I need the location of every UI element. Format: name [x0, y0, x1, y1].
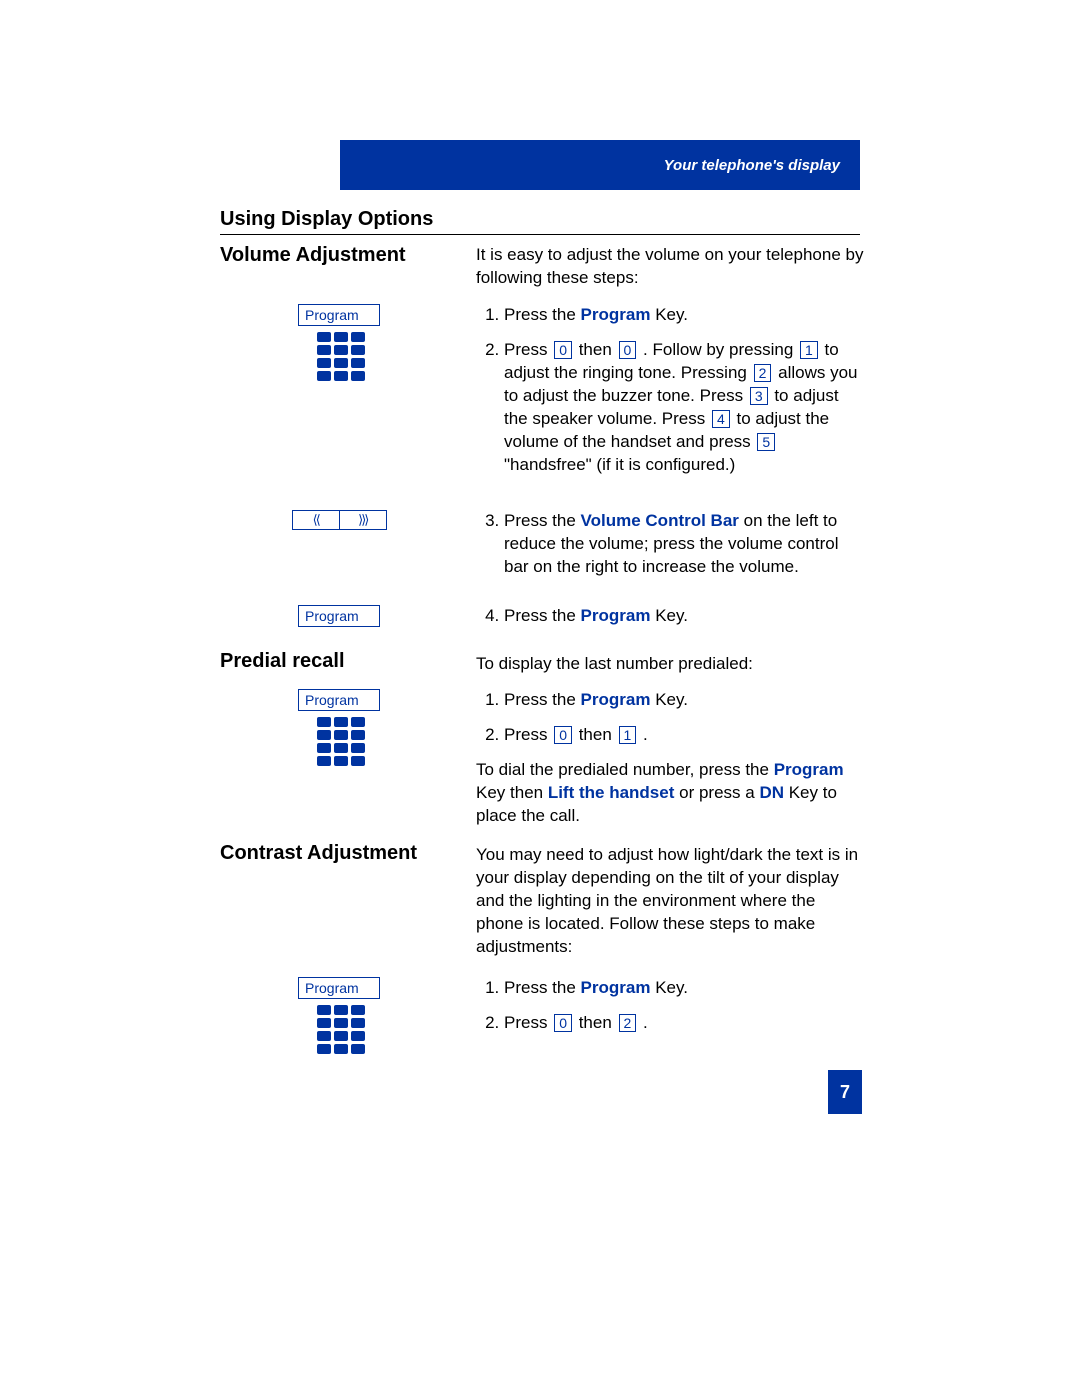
predial-step-2: Press 0 then 1 .: [504, 724, 866, 747]
volume-step-4: Press the Program Key.: [504, 605, 866, 628]
volume-down-icon: ⟨⟨: [293, 511, 340, 529]
volume-control-bar-icon: ⟨⟨ ⟩⟩⟩: [292, 510, 387, 530]
volume-up-icon: ⟩⟩⟩: [340, 511, 387, 529]
main-title: Using Display Options: [220, 208, 433, 231]
volume-step-3: Press the Volume Control Bar on the left…: [504, 510, 866, 579]
page: Your telephone's display Using Display O…: [0, 0, 1080, 1397]
predial-intro: To display the last number predialed:: [476, 653, 866, 676]
header-text: Your telephone's display: [664, 157, 840, 174]
key-1: 1: [619, 726, 637, 744]
key-1: 1: [800, 341, 818, 359]
keypad-icon-1: [317, 332, 365, 381]
key-2: 2: [754, 364, 772, 382]
contrast-step-2: Press 0 then 2 .: [504, 1012, 866, 1035]
program-button-1: Program: [298, 304, 380, 326]
contrast-step-1: Press the Program Key.: [504, 977, 866, 1000]
contrast-intro-block: You may need to adjust how light/dark th…: [476, 844, 866, 969]
key-4: 4: [712, 410, 730, 428]
program-button-4: Program: [298, 977, 380, 999]
predial-steps: Press the Program Key. Press 0 then 1 . …: [476, 689, 866, 838]
volume-step-2: Press 0 then 0 . Follow by pressing 1 to…: [504, 339, 866, 477]
contrast-steps: Press the Program Key. Press 0 then 2 .: [476, 977, 866, 1047]
contrast-intro: You may need to adjust how light/dark th…: [476, 844, 866, 959]
key-5: 5: [757, 433, 775, 451]
key-3: 3: [750, 387, 768, 405]
predial-post: To dial the predialed number, press the …: [476, 759, 866, 828]
program-button-2: Program: [298, 605, 380, 627]
predial-intro-block: To display the last number predialed:: [476, 653, 866, 686]
volume-steps-1-2: Press the Program Key. Press 0 then 0 . …: [476, 304, 866, 489]
volume-step-3-block: Press the Volume Control Bar on the left…: [476, 510, 866, 591]
key-0: 0: [619, 341, 637, 359]
volume-step-4-block: Press the Program Key.: [476, 605, 866, 640]
key-0: 0: [554, 726, 572, 744]
keypad-icon-2: [317, 717, 365, 766]
predial-step-1: Press the Program Key.: [504, 689, 866, 712]
rule-1: [220, 234, 860, 235]
volume-title: Volume Adjustment: [220, 244, 406, 267]
volume-step-1: Press the Program Key.: [504, 304, 866, 327]
header-bar: Your telephone's display: [340, 140, 860, 190]
page-number: 7: [828, 1070, 862, 1114]
key-2: 2: [619, 1014, 637, 1032]
volume-intro-block: It is easy to adjust the volume on your …: [476, 244, 866, 300]
key-0: 0: [554, 1014, 572, 1032]
volume-intro: It is easy to adjust the volume on your …: [476, 244, 866, 290]
keypad-icon-3: [317, 1005, 365, 1054]
predial-title: Predial recall: [220, 650, 345, 673]
key-0: 0: [554, 341, 572, 359]
contrast-title: Contrast Adjustment: [220, 842, 417, 865]
program-button-3: Program: [298, 689, 380, 711]
